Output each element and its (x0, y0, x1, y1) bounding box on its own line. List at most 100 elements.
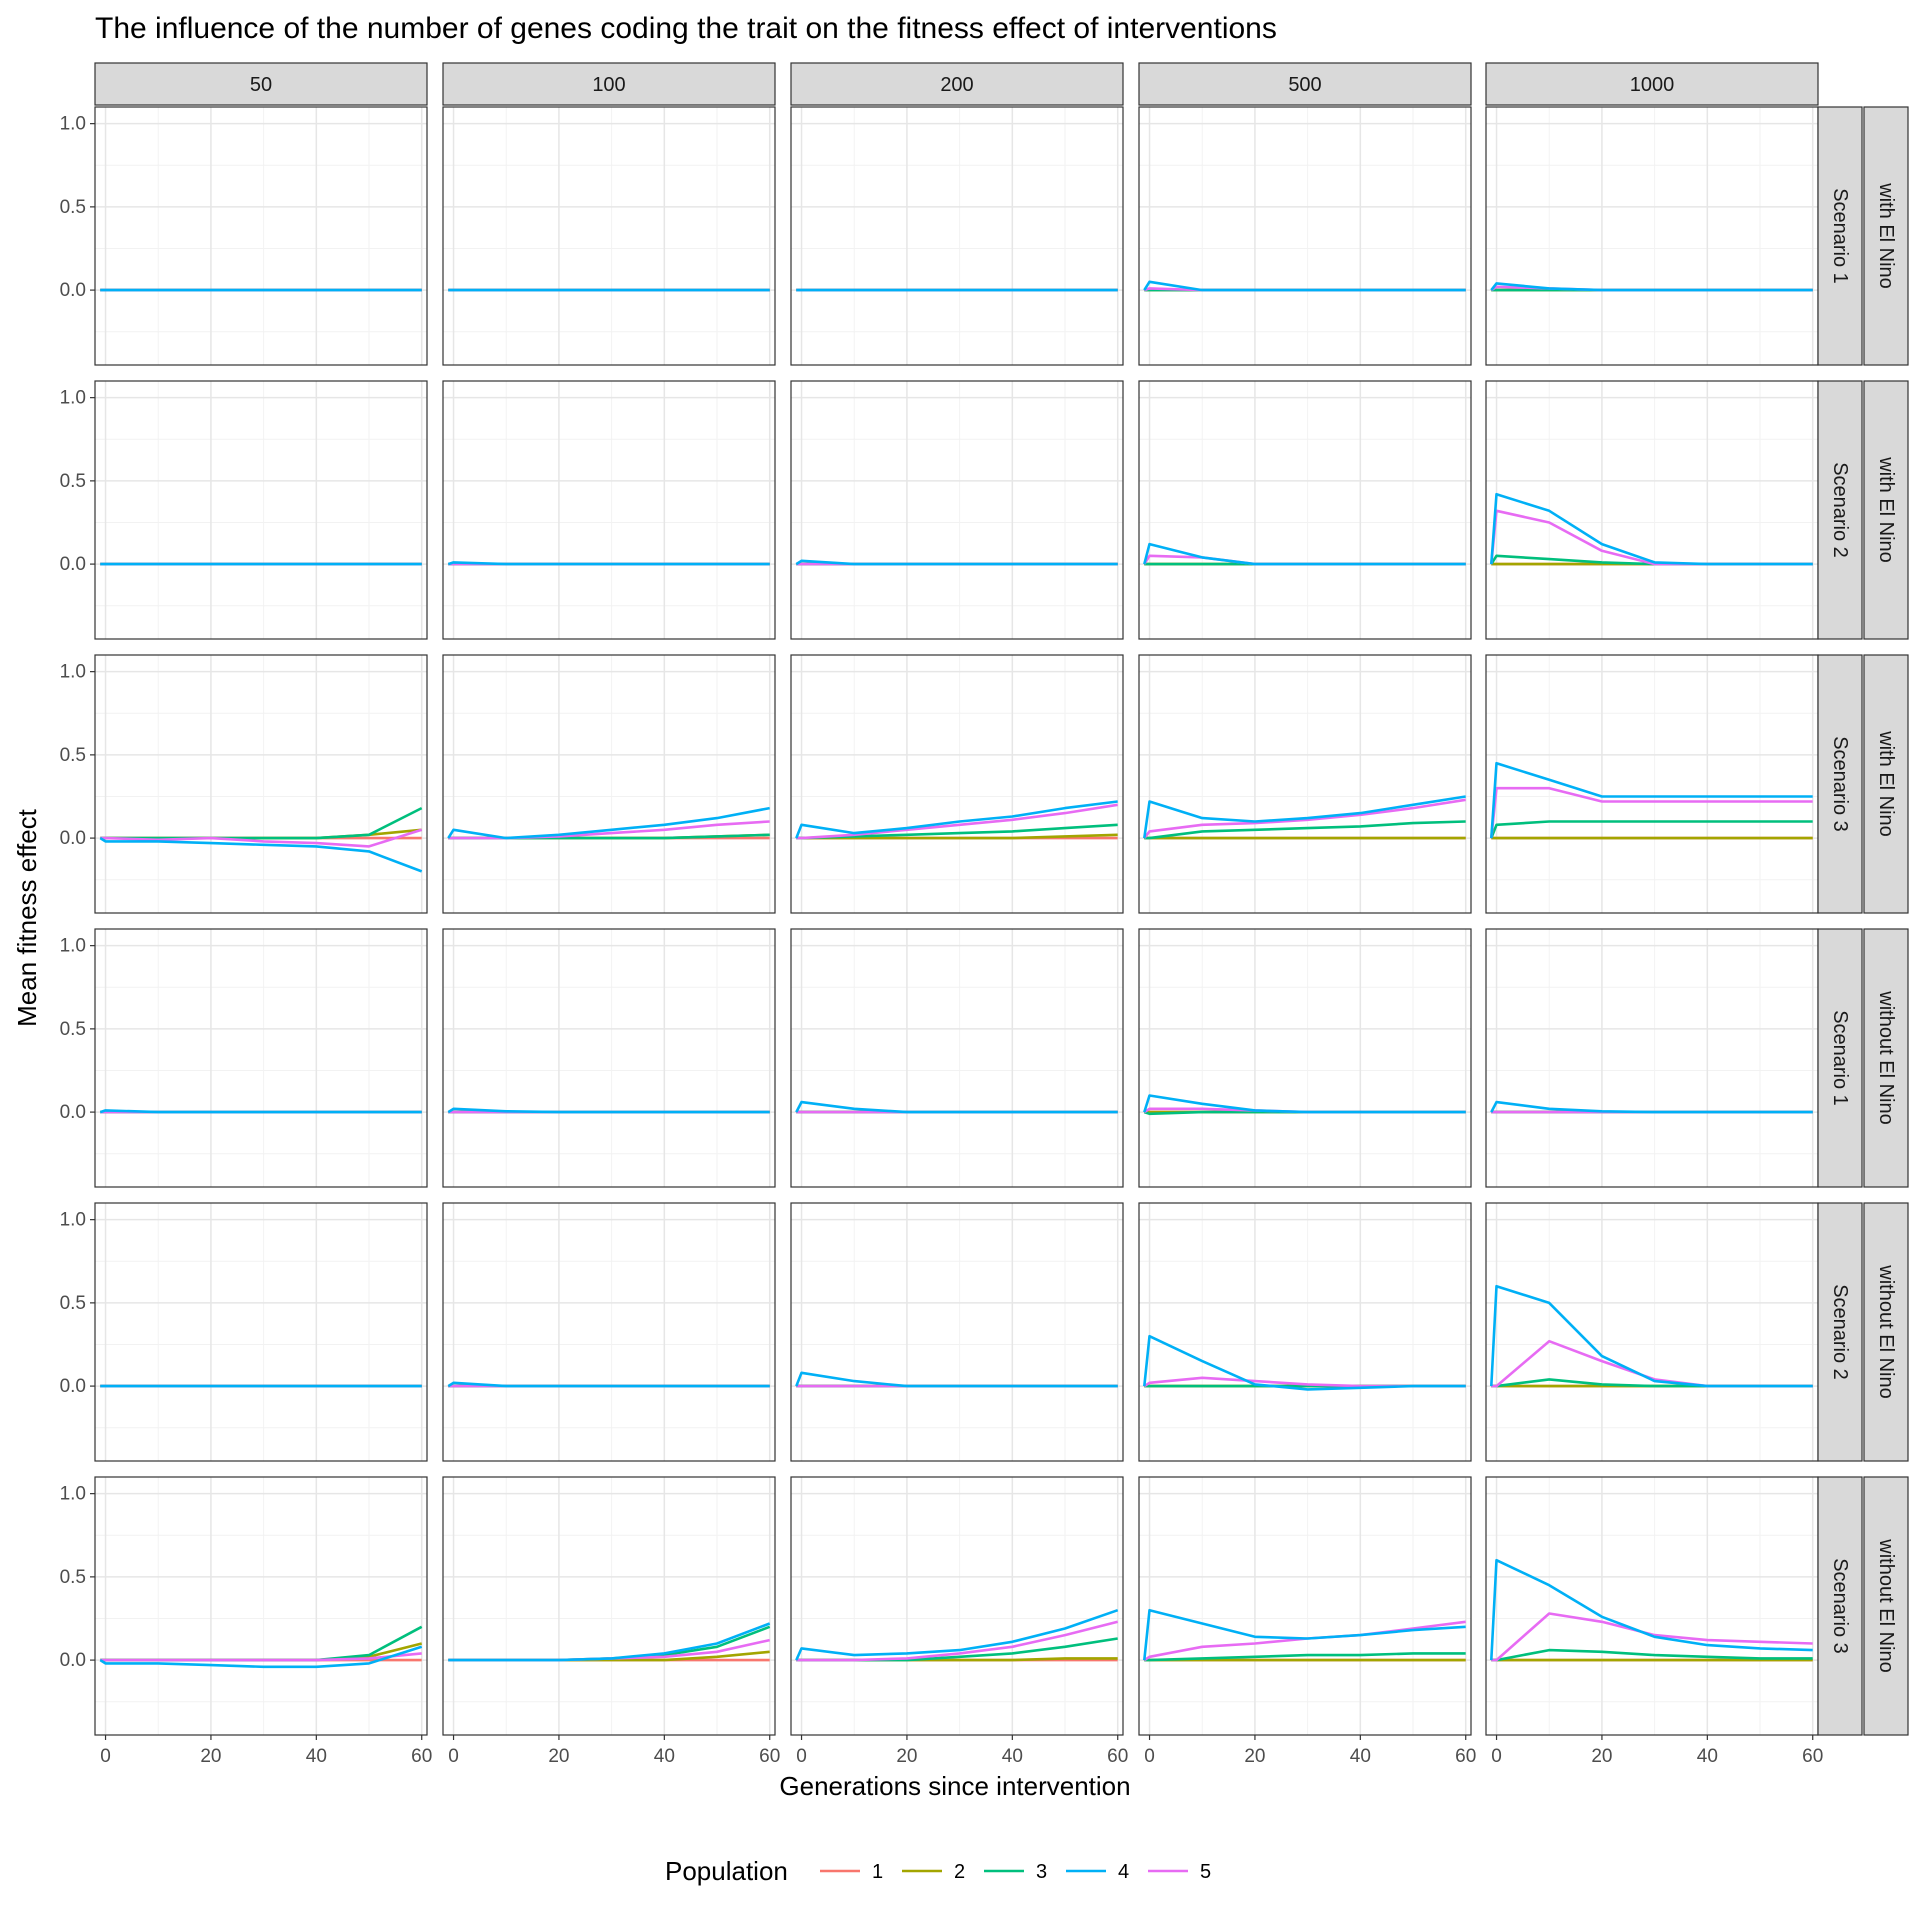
legend-item: 4 (1066, 1861, 1129, 1883)
series-line-population-5 (796, 1620, 1119, 1662)
legend-label: 5 (1200, 1861, 1211, 1883)
series-line-population-5 (1143, 798, 1466, 839)
facet-panel (790, 380, 1124, 640)
panel-border (442, 928, 776, 1188)
panel-border (790, 106, 1124, 366)
y-tick-label: 1.0 (60, 1210, 86, 1231)
facet-panel (442, 1476, 776, 1736)
y-axis-title: Mean fitness effect (12, 808, 42, 1027)
panel-border (1138, 1202, 1472, 1462)
x-tick-label: 0 (796, 1746, 807, 1767)
series-line-population-4 (1490, 1284, 1813, 1388)
column-strip-label: 500 (1288, 74, 1321, 96)
column-strip-label: 100 (592, 74, 625, 96)
panel-border (790, 380, 1124, 640)
row-strip-inner: Scenario 1 (1817, 928, 1863, 1188)
series-line-population-4 (1490, 282, 1813, 292)
facet-panel (1485, 106, 1819, 366)
y-tick-label: 0.5 (60, 1019, 86, 1040)
x-tick-label: 0 (1491, 1746, 1502, 1767)
chart-title: The influence of the number of genes cod… (95, 12, 1277, 45)
legend-label: 3 (1036, 1861, 1047, 1883)
panel-border (94, 380, 428, 640)
facet-panel (790, 106, 1124, 366)
series-line-population-4 (795, 559, 1118, 566)
x-tick-label: 20 (1591, 1746, 1612, 1767)
facet-panel (1138, 1202, 1472, 1462)
strip-background (1817, 928, 1863, 1188)
facet-panel (94, 380, 428, 640)
panel-background (1139, 655, 1471, 913)
x-tick-label: 20 (1244, 1746, 1265, 1767)
axes: 0.0 0.5 1.0 0.0 0.5 1.0 0.0 0.5 1.0 0.0 0.5 1.0 0.0 0… (60, 114, 1824, 1767)
x-tick-label: 0 (1144, 1746, 1155, 1767)
panel-border (442, 1202, 776, 1462)
row-strip-outer: with El Nino (1863, 380, 1909, 640)
series-line-population-4 (795, 1100, 1118, 1114)
row-strip-outer: without El Nino (1863, 1476, 1909, 1736)
y-tick-label: 0.0 (60, 828, 86, 849)
facet-panel (94, 106, 428, 366)
y-tick-label: 1.0 (60, 114, 86, 135)
row-strip-outer-label: without El Nino (1875, 990, 1897, 1124)
panel-background (1139, 929, 1471, 1187)
panel-background (95, 929, 427, 1187)
x-tick-label: 0 (448, 1746, 459, 1767)
y-tick-label: 1.0 (60, 662, 86, 683)
series-line-population-4 (447, 806, 770, 840)
series-line-population-4 (1143, 280, 1466, 292)
strip-background (1863, 380, 1909, 640)
panel-background (95, 655, 427, 913)
series-line-population-4 (1490, 1558, 1813, 1661)
panel-border (1138, 928, 1472, 1188)
panel-border (1138, 1476, 1472, 1736)
panel-border (442, 1476, 776, 1736)
panel-background (1486, 1477, 1818, 1735)
panel-border (790, 928, 1124, 1188)
row-strip-inner-label: Scenario 1 (1829, 188, 1851, 284)
panel-background (1139, 107, 1471, 365)
panel-border (94, 654, 428, 914)
x-tick-label: 60 (759, 1746, 780, 1767)
panel-background (95, 1477, 427, 1735)
x-tick-label: 60 (1802, 1746, 1823, 1767)
legend-label: 2 (954, 1861, 965, 1883)
series-line-population-3 (1491, 1648, 1813, 1662)
row-strip-outer-label: without El Nino (1875, 1264, 1897, 1398)
series-line-population-4 (99, 837, 423, 873)
facet-panel (1138, 380, 1472, 640)
panel-background (443, 655, 775, 913)
panel-background (1486, 929, 1818, 1187)
series-line-population-3 (1144, 1652, 1466, 1662)
row-strip-inner-label: Scenario 2 (1829, 1284, 1851, 1380)
panel-background (443, 1477, 775, 1735)
strip-background (1863, 1476, 1909, 1736)
series-line-population-4 (1143, 542, 1466, 566)
panel-background (95, 381, 427, 639)
row-strip-outer-label: with El Nino (1875, 730, 1897, 837)
y-tick-label: 1.0 (60, 1484, 86, 1505)
x-tick-label: 20 (896, 1746, 917, 1767)
facet-panel (1485, 380, 1819, 640)
x-tick-label: 0 (100, 1746, 111, 1767)
panel-background (443, 381, 775, 639)
series-line-population-4 (448, 1622, 771, 1662)
legend: Population 1 2 3 4 5 (665, 1856, 1211, 1886)
y-tick-label: 0.0 (60, 1102, 86, 1123)
panel-background (1139, 1203, 1471, 1461)
strip-background (1863, 928, 1909, 1188)
series-line-population-5 (1143, 1620, 1466, 1662)
legend-label: 1 (872, 1861, 883, 1883)
facet-panel (1138, 654, 1472, 914)
series-line-population-4 (1490, 761, 1813, 839)
series-line-population-4 (1143, 795, 1466, 839)
facet-panel (1138, 1476, 1472, 1736)
panel-background (1486, 1203, 1818, 1461)
panel-border (442, 106, 776, 366)
panel-border (1138, 106, 1472, 366)
panel-background (791, 929, 1123, 1187)
facet-panel (442, 380, 776, 640)
row-strip-outer: without El Nino (1863, 928, 1909, 1188)
panel-border (94, 1202, 428, 1462)
